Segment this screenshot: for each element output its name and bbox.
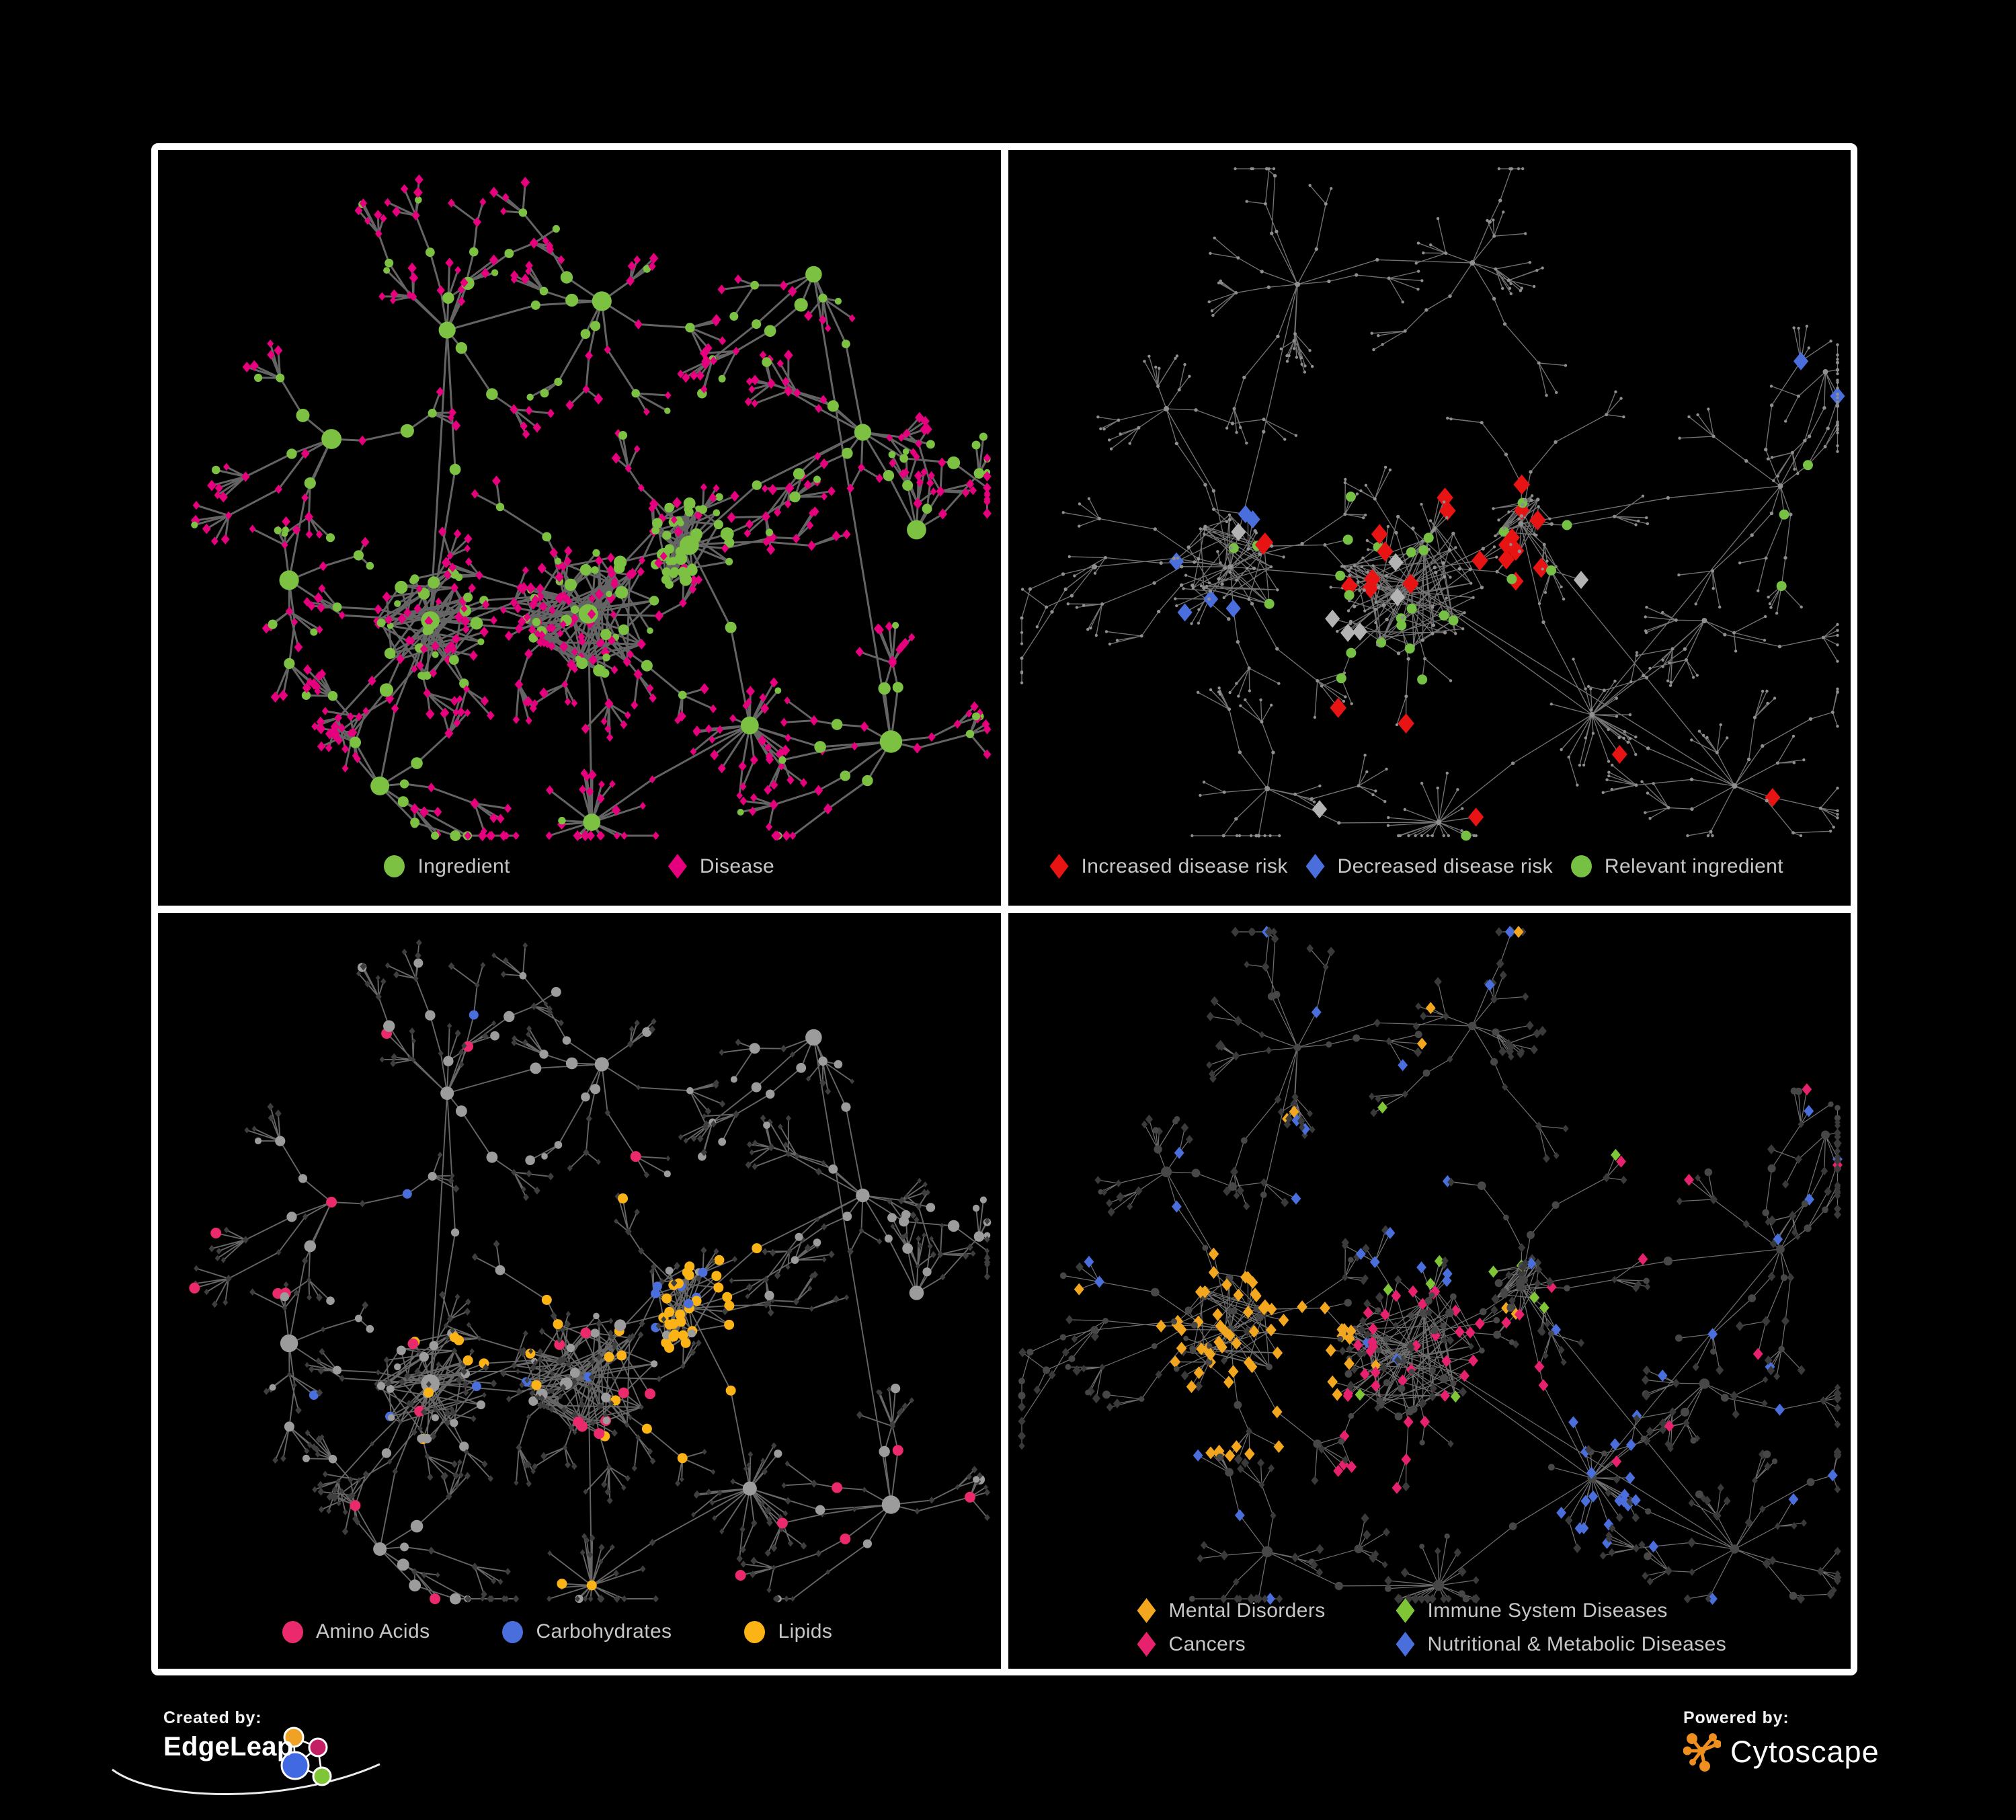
network-graph-ingredient-disease xyxy=(190,174,992,842)
legend-item: Decreased disease risk xyxy=(1305,854,1554,879)
panel-ingredient-disease: Ingredient Disease xyxy=(158,150,1001,906)
legend-label: Cancers xyxy=(1168,1632,1246,1655)
cancers-marker-icon xyxy=(1137,1632,1156,1657)
panel-disease-categories: Mental Disorders Immune System Diseases … xyxy=(1008,913,1851,1669)
legend-item: Lipids xyxy=(744,1620,832,1643)
edgeleap-wordmark: EdgeLeap xyxy=(163,1732,294,1762)
decreased-risk-marker-icon xyxy=(1305,854,1325,879)
cytoscape-wordmark: Cytoscape xyxy=(1730,1735,1880,1769)
created-by-block: Created by: EdgeLeap xyxy=(112,1708,380,1795)
legend-item: Carbohydrates xyxy=(502,1620,672,1643)
nutritional-metabolic-marker-icon xyxy=(1396,1632,1415,1657)
carbohydrates-marker-icon xyxy=(502,1620,524,1643)
legend-macronutrients: Amino Acids Carbohydrates Lipids xyxy=(282,1620,832,1643)
cytoscape-logo-icon xyxy=(1683,1733,1721,1772)
network-graph-disease-risk xyxy=(1020,167,1845,841)
legend-label: Ingredient xyxy=(417,855,510,877)
legend-item: Ingredient xyxy=(384,855,510,878)
legend-item: Cancers xyxy=(1137,1632,1396,1657)
legend-label: Increased disease risk xyxy=(1081,855,1288,877)
legend-item: Mental Disorders xyxy=(1137,1598,1396,1623)
legend-label: Immune System Diseases xyxy=(1427,1599,1668,1622)
panel-macronutrients: Amino Acids Carbohydrates Lipids xyxy=(158,913,1001,1669)
legend-disease-risk: Increased disease risk Decreased disease… xyxy=(1049,854,1784,879)
mental-disorders-marker-icon xyxy=(1137,1598,1156,1623)
legend-item: Immune System Diseases xyxy=(1396,1598,1727,1623)
created-by-label: Created by: xyxy=(163,1708,262,1727)
lipids-marker-icon xyxy=(744,1620,766,1643)
legend-label: Disease xyxy=(699,855,775,877)
legend-label: Mental Disorders xyxy=(1168,1599,1326,1622)
ingredient-marker-icon xyxy=(384,855,405,877)
legend-ingredient-disease: Ingredient Disease xyxy=(158,854,1001,879)
figure-grid: Ingredient Disease Increased disease ris… xyxy=(151,143,1857,1675)
legend-label: Lipids xyxy=(778,1620,833,1643)
immune-system-diseases-marker-icon xyxy=(1396,1598,1415,1623)
legend-item: Amino Acids xyxy=(282,1620,430,1643)
increased-risk-marker-icon xyxy=(1049,854,1069,879)
panel-disease-risk: Increased disease risk Decreased disease… xyxy=(1008,150,1851,906)
edgeleap-swoosh-icon xyxy=(112,1763,380,1795)
powered-by-block: Powered by: Cytoscape xyxy=(1683,1708,1880,1772)
disease-marker-icon xyxy=(668,854,687,879)
legend-disease-categories: Mental Disorders Immune System Diseases … xyxy=(1137,1598,1727,1657)
network-graph-macronutrients xyxy=(189,939,992,1605)
legend-label: Nutritional & Metabolic Diseases xyxy=(1427,1632,1727,1655)
legend-label: Decreased disease risk xyxy=(1337,855,1554,877)
amino-acids-marker-icon xyxy=(282,1620,303,1643)
edgeleap-network-icon xyxy=(280,1727,332,1786)
edgeleap-logo: EdgeLeap xyxy=(112,1727,380,1795)
powered-by-label: Powered by: xyxy=(1683,1708,1789,1727)
legend-item: Disease xyxy=(668,854,774,879)
legend-label: Carbohydrates xyxy=(536,1620,672,1643)
legend-item: Relevant ingredient xyxy=(1570,855,1783,878)
legend-item: Increased disease risk xyxy=(1049,854,1288,879)
network-graph-disease-categories xyxy=(1017,926,1843,1605)
legend-label: Relevant ingredient xyxy=(1604,855,1783,877)
legend-item: Nutritional & Metabolic Diseases xyxy=(1396,1632,1727,1657)
relevant-ingredient-marker-icon xyxy=(1570,855,1592,877)
legend-label: Amino Acids xyxy=(316,1620,430,1643)
